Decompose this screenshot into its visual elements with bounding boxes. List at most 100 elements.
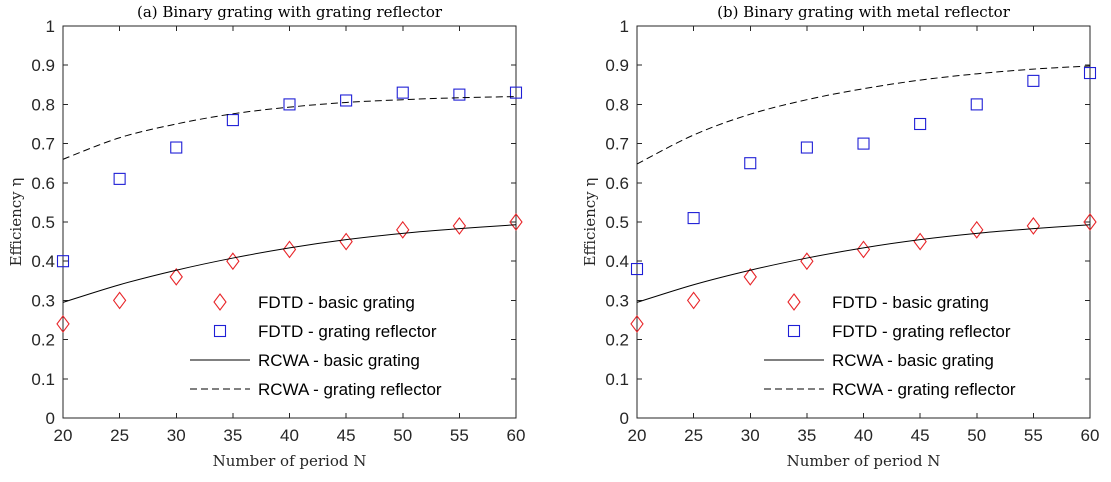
data-point bbox=[226, 252, 240, 271]
x-tick-label: 25 bbox=[110, 426, 129, 445]
data-point bbox=[453, 88, 466, 101]
data-point bbox=[630, 315, 644, 333]
y-tick-label: 0.7 bbox=[31, 135, 55, 154]
y-tick-label: 0.7 bbox=[605, 135, 629, 154]
legend-label: FDTD - grating reflector bbox=[832, 322, 1011, 341]
y-tick-label: 0.5 bbox=[31, 213, 55, 232]
data-point bbox=[452, 217, 467, 235]
y-tick-label: 0.5 bbox=[605, 213, 629, 232]
x-tick-label: 55 bbox=[1024, 426, 1043, 445]
y-tick-label: 0.9 bbox=[605, 56, 629, 75]
x-tick-label: 60 bbox=[507, 426, 526, 445]
data-point bbox=[226, 114, 239, 127]
data-point bbox=[1083, 213, 1097, 231]
data-point bbox=[509, 86, 523, 99]
series-line bbox=[636, 65, 1091, 165]
y-tick-label: 0.4 bbox=[605, 252, 629, 271]
y-tick-label: 1 bbox=[620, 17, 629, 36]
x-tick-label: 50 bbox=[393, 426, 412, 445]
legend-label: FDTD - basic grating bbox=[258, 293, 415, 312]
data-point bbox=[1083, 66, 1097, 80]
legend-swatch bbox=[213, 293, 227, 311]
data-point bbox=[170, 141, 183, 154]
legend: FDTD - basic grating FDTD - grating refle… bbox=[190, 293, 442, 399]
legend-label: FDTD - grating reflector bbox=[258, 322, 437, 341]
y-tick-label: 0.9 bbox=[31, 56, 55, 75]
y-tick-label: 0.8 bbox=[605, 95, 629, 114]
data-point bbox=[1027, 74, 1040, 87]
y-tick-label: 0.1 bbox=[31, 370, 55, 389]
series-0 bbox=[56, 213, 523, 333]
data-point bbox=[283, 98, 296, 111]
legend-swatch bbox=[213, 324, 227, 338]
y-tick-label: 0.1 bbox=[605, 370, 629, 389]
data-point bbox=[56, 255, 70, 268]
y-tick-label: 0 bbox=[46, 409, 55, 428]
x-tick-label: 35 bbox=[223, 426, 242, 445]
x-axis-label: Number of period N bbox=[213, 452, 367, 470]
x-tick-label: 55 bbox=[450, 426, 469, 445]
y-tick-label: 0.6 bbox=[605, 174, 629, 193]
data-point bbox=[113, 172, 126, 185]
legend-label: RCWA - basic grating bbox=[832, 351, 994, 370]
data-point bbox=[1026, 217, 1041, 235]
data-point bbox=[630, 262, 644, 276]
data-point bbox=[282, 240, 297, 259]
series-line bbox=[62, 224, 517, 303]
data-point bbox=[56, 315, 70, 333]
series-2 bbox=[62, 224, 517, 303]
data-point bbox=[914, 117, 927, 131]
series-3 bbox=[62, 96, 517, 160]
x-tick-label: 40 bbox=[280, 426, 299, 445]
series-3 bbox=[636, 65, 1091, 165]
data-point bbox=[800, 141, 813, 154]
x-tick-label: 45 bbox=[337, 426, 356, 445]
x-tick-label: 20 bbox=[628, 426, 647, 445]
data-point bbox=[743, 267, 757, 286]
chart-panel-b: (b) Binary grating with metal reflector 2… bbox=[581, 3, 1099, 470]
series-1 bbox=[630, 66, 1097, 276]
x-tick-label: 30 bbox=[167, 426, 186, 445]
data-point bbox=[396, 86, 409, 99]
data-point bbox=[509, 213, 523, 231]
data-point bbox=[687, 212, 700, 225]
data-point bbox=[744, 157, 757, 170]
data-point bbox=[339, 232, 353, 251]
y-tick-label: 0 bbox=[620, 409, 629, 428]
series-2 bbox=[636, 224, 1091, 303]
y-tick-label: 0.4 bbox=[31, 252, 55, 271]
x-tick-label: 60 bbox=[1081, 426, 1100, 445]
legend-swatch bbox=[787, 324, 801, 338]
y-tick-label: 0.3 bbox=[605, 291, 629, 310]
series-1 bbox=[56, 86, 523, 268]
chart-title: (a) Binary grating with grating reflecto… bbox=[137, 3, 443, 21]
x-tick-label: 45 bbox=[911, 426, 930, 445]
data-point bbox=[970, 98, 983, 111]
chart-title: (b) Binary grating with metal reflector bbox=[717, 3, 1011, 21]
data-point bbox=[169, 267, 183, 286]
data-point bbox=[857, 137, 870, 150]
y-axis-label: Efficiency η bbox=[581, 178, 599, 267]
y-tick-label: 0.6 bbox=[31, 174, 55, 193]
x-tick-label: 20 bbox=[54, 426, 73, 445]
data-point bbox=[856, 240, 871, 259]
x-axis-label: Number of period N bbox=[787, 452, 941, 470]
y-tick-label: 0.3 bbox=[31, 291, 55, 310]
y-tick-label: 1 bbox=[46, 17, 55, 36]
y-tick-label: 0.2 bbox=[605, 331, 629, 350]
series-line bbox=[636, 224, 1091, 303]
data-point bbox=[396, 220, 410, 239]
x-tick-label: 40 bbox=[854, 426, 873, 445]
x-tick-label: 50 bbox=[967, 426, 986, 445]
x-tick-label: 30 bbox=[741, 426, 760, 445]
y-tick-label: 0.8 bbox=[31, 95, 55, 114]
legend-label: RCWA - grating reflector bbox=[258, 380, 442, 399]
legend-label: RCWA - grating reflector bbox=[832, 380, 1016, 399]
x-tick-label: 35 bbox=[797, 426, 816, 445]
x-tick-label: 25 bbox=[684, 426, 703, 445]
legend-swatch bbox=[787, 293, 801, 311]
series-0 bbox=[630, 213, 1097, 333]
legend-label: RCWA - basic grating bbox=[258, 351, 420, 370]
data-point bbox=[112, 291, 127, 310]
data-point bbox=[970, 220, 984, 239]
